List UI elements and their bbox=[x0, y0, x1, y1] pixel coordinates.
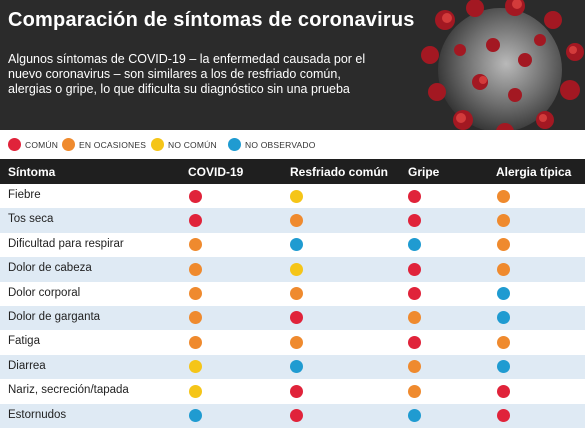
status-dot-ocasiones bbox=[497, 213, 510, 227]
status-dot-no-observado bbox=[408, 409, 421, 423]
status-dot-no-observado bbox=[290, 238, 303, 252]
status-dot-no-observado bbox=[290, 360, 303, 374]
legend-label: NO OBSERVADO bbox=[245, 139, 316, 150]
status-dot-ocasiones bbox=[290, 335, 303, 349]
status-dot-comun bbox=[290, 311, 303, 325]
status-dot-no-observado bbox=[497, 360, 510, 374]
legend-item-no-observado: NO OBSERVADO bbox=[228, 138, 316, 151]
status-dot-no-observado bbox=[189, 409, 202, 423]
symptom-label: Dolor de garganta bbox=[8, 310, 101, 323]
status-dot-ocasiones bbox=[189, 287, 202, 301]
symptom-table: Síntoma COVID-19 Resfriado común Gripe A… bbox=[0, 159, 585, 428]
status-dot-comun bbox=[290, 384, 303, 398]
status-dot-ocasiones bbox=[408, 384, 421, 398]
column-header: Alergia típica bbox=[496, 165, 572, 179]
header: Comparación de síntomas de coronavirus A… bbox=[0, 0, 585, 130]
symptom-label: Fiebre bbox=[8, 189, 41, 201]
table-header: Síntoma COVID-19 Resfriado común Gripe A… bbox=[0, 159, 585, 184]
table-row: Dolor de garganta bbox=[0, 305, 585, 331]
legend-label: NO COMÚN bbox=[168, 139, 217, 150]
column-header: COVID-19 bbox=[188, 165, 244, 179]
symptom-label: Estornudos bbox=[8, 408, 67, 421]
status-dot-ocasiones bbox=[189, 335, 202, 349]
legend-dot-ocasiones bbox=[62, 138, 75, 151]
legend-item-comun: COMÚN bbox=[8, 138, 58, 151]
legend-item-no-comun: NO COMÚN bbox=[151, 138, 217, 151]
status-dot-no-comun bbox=[189, 384, 202, 398]
legend-item-ocasiones: EN OCASIONES bbox=[62, 138, 146, 151]
legend-dot-comun bbox=[8, 138, 21, 151]
table-row: Dolor de cabeza bbox=[0, 257, 585, 282]
table-body: Fiebre Tos seca Dificultad para respirar Do… bbox=[0, 184, 585, 428]
status-dot-comun bbox=[290, 409, 303, 423]
status-dot-ocasiones bbox=[290, 287, 303, 301]
status-dot-no-comun bbox=[290, 262, 303, 276]
status-dot-comun bbox=[408, 287, 421, 301]
status-dot-no-comun bbox=[189, 360, 202, 374]
status-dot-comun bbox=[408, 213, 421, 227]
table-row: Tos seca bbox=[0, 208, 585, 233]
status-dot-ocasiones bbox=[408, 311, 421, 325]
coronavirus-illustration bbox=[421, 0, 584, 130]
column-header: Síntoma bbox=[8, 165, 56, 179]
status-dot-comun bbox=[408, 262, 421, 276]
status-dot-ocasiones bbox=[497, 335, 510, 349]
table-row: Diarrea bbox=[0, 354, 585, 380]
status-dot-ocasiones bbox=[408, 360, 421, 374]
table-row: Dolor corporal bbox=[0, 281, 585, 306]
symptom-label: Dolor de cabeza bbox=[8, 262, 92, 275]
status-dot-no-observado bbox=[408, 238, 421, 252]
symptom-label: Tos seca bbox=[8, 213, 54, 226]
status-dot-ocasiones bbox=[497, 238, 510, 252]
symptom-label: Diarrea bbox=[8, 359, 46, 372]
table-row: Dificultad para respirar bbox=[0, 232, 585, 258]
table-row: Fiebre bbox=[0, 184, 585, 209]
status-dot-ocasiones bbox=[189, 262, 202, 276]
column-header: Resfriado común bbox=[290, 165, 389, 179]
status-dot-no-observado bbox=[497, 287, 510, 301]
status-dot-comun bbox=[189, 189, 202, 203]
legend-dot-no-observado bbox=[228, 138, 241, 151]
symptom-label: Fatiga bbox=[8, 335, 40, 348]
status-dot-comun bbox=[408, 335, 421, 349]
page-subtitle: Algunos síntomas de COVID-19 – la enferm… bbox=[8, 52, 366, 96]
column-header: Gripe bbox=[408, 165, 440, 179]
table-row: Estornudos bbox=[0, 403, 585, 428]
legend-label: COMÚN bbox=[25, 139, 59, 150]
symptom-label: Nariz, secreción/tapada bbox=[8, 384, 129, 397]
legend-label: EN OCASIONES bbox=[79, 139, 147, 150]
status-dot-ocasiones bbox=[189, 311, 202, 325]
status-dot-comun bbox=[497, 409, 510, 423]
symptom-label: Dolor corporal bbox=[8, 286, 81, 299]
status-dot-comun bbox=[497, 384, 510, 398]
table-row: Nariz, secreción/tapada bbox=[0, 379, 585, 404]
legend: COMÚN EN OCASIONES NO COMÚN NO OBSERVADO bbox=[0, 130, 585, 156]
legend-dot-no-comun bbox=[151, 138, 164, 151]
status-dot-no-observado bbox=[497, 311, 510, 325]
status-dot-ocasiones bbox=[290, 213, 303, 227]
symptom-label: Dificultad para respirar bbox=[8, 237, 124, 250]
status-dot-ocasiones bbox=[497, 189, 510, 203]
table-row: Fatiga bbox=[0, 330, 585, 355]
status-dot-comun bbox=[408, 189, 421, 203]
status-dot-ocasiones bbox=[189, 238, 202, 252]
status-dot-ocasiones bbox=[497, 262, 510, 276]
page-title: Comparación de síntomas de coronavirus bbox=[8, 9, 415, 31]
status-dot-comun bbox=[189, 213, 202, 227]
status-dot-no-comun bbox=[290, 189, 303, 203]
